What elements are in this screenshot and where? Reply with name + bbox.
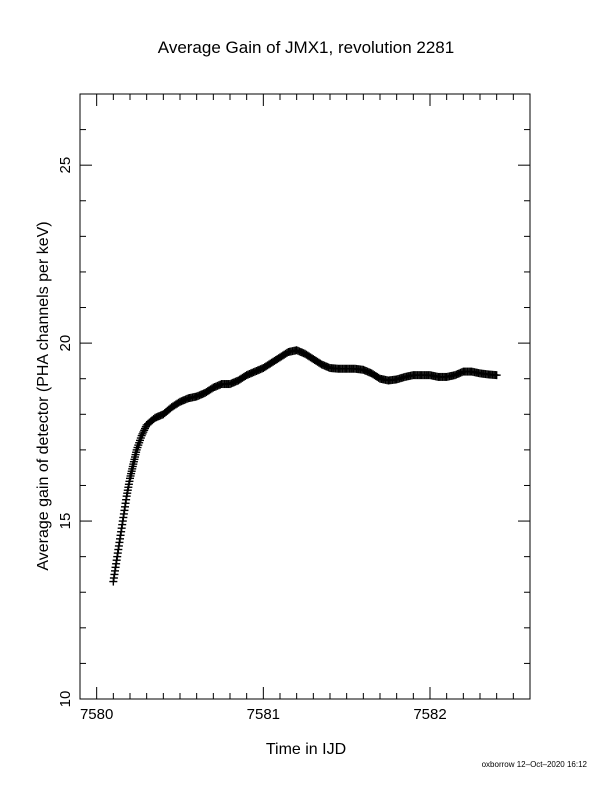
data-point [137, 431, 146, 440]
y-tick-label: 15 [57, 513, 74, 530]
tick-labels: 7580 7581 7582 10 15 20 25 [57, 157, 447, 723]
footer-credit: oxborrow 12–Oct–2020 16:12 [482, 760, 588, 769]
data-point-interp [141, 424, 149, 433]
y-tick-label: 20 [57, 335, 74, 352]
data-point-interp [140, 426, 149, 435]
x-tick-label: 7581 [247, 706, 280, 723]
data-point-interp [139, 428, 148, 437]
y-axis-label: Average gain of detector (PHA channels p… [35, 221, 52, 570]
data-point-interp [138, 429, 147, 438]
x-tick-label: 7580 [80, 706, 113, 723]
y-tick-label: 10 [57, 691, 74, 708]
data-points [109, 346, 501, 586]
x-tick-label: 7582 [413, 706, 446, 723]
x-axis-label: Time in IJD [266, 741, 346, 758]
plot-frame [79, 93, 531, 700]
y-tick-label: 25 [57, 157, 74, 174]
chart-title: Average Gain of JMX1, revolution 2281 [158, 38, 454, 57]
axis-ticks [79, 93, 531, 700]
data-point [492, 371, 501, 380]
